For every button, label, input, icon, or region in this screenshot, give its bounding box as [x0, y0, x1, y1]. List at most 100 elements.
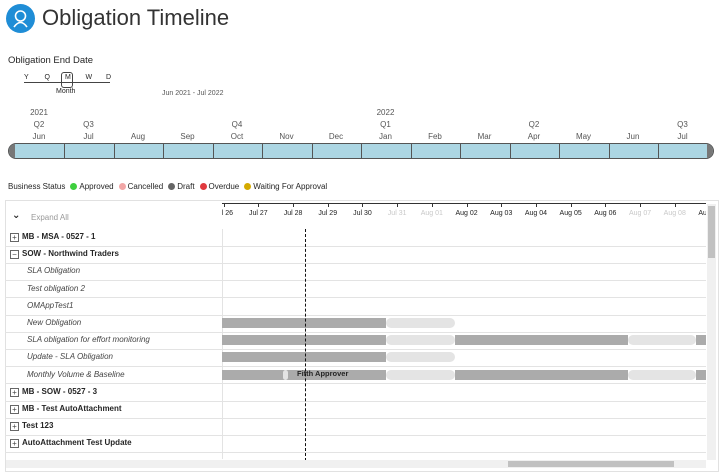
h-scrollbar[interactable] [6, 460, 706, 468]
expand-toggle[interactable]: + [10, 233, 19, 242]
group-label[interactable]: MB - MSA - 0527 - 1 [22, 232, 96, 241]
gantt-bar[interactable] [222, 335, 386, 346]
granularity-option[interactable]: W [85, 74, 93, 81]
gantt-bar-pending[interactable] [386, 369, 455, 380]
date-label: Jul 27 [249, 210, 268, 217]
date-label: Jul 30 [353, 210, 372, 217]
gantt-bar-pending[interactable] [628, 369, 696, 380]
gantt-bar-pending[interactable] [283, 369, 288, 380]
row-divider [5, 245, 706, 247]
v-thumb[interactable] [708, 206, 715, 258]
expand-toggle[interactable]: − [10, 250, 19, 260]
date-tick [501, 204, 503, 207]
row-divider [5, 262, 706, 264]
quarter-label: Q2 [528, 120, 540, 129]
group-label[interactable]: AutoAttachment Test Update [22, 438, 132, 448]
month-divider [608, 144, 610, 158]
row-divider [5, 314, 706, 316]
legend-dot [70, 183, 78, 190]
month-divider [311, 144, 313, 158]
h-thumb[interactable] [508, 461, 674, 467]
legend-text: Draft [177, 182, 195, 191]
row-divider [5, 400, 706, 402]
date-label: Jul 28 [283, 210, 303, 217]
group-label[interactable]: MB - Test AutoAttachment [22, 404, 122, 413]
month-label: Sep [180, 132, 195, 141]
item-label[interactable]: OMAppTest1 [27, 300, 74, 310]
gantt-bar[interactable] [222, 352, 386, 363]
group-label[interactable]: Test 123 [22, 421, 54, 431]
date-tick [466, 204, 468, 207]
group-label[interactable]: MB - SOW - 0527 - 3 [22, 386, 98, 396]
expand-chevron[interactable]: ⌄ [12, 210, 21, 221]
legend-dot [244, 183, 252, 190]
row-divider [5, 452, 706, 454]
date-label: Aug 02 [455, 210, 478, 217]
expand-all[interactable]: Expand All [31, 213, 69, 222]
gantt-bar[interactable] [222, 369, 386, 380]
item-label[interactable]: Test obligation 2 [27, 283, 85, 293]
app-icon [6, 4, 35, 33]
range-handle[interactable] [9, 144, 15, 158]
expand-toggle[interactable]: + [10, 387, 19, 397]
granularity-option[interactable]: M [65, 74, 71, 81]
legend-item[interactable]: Cancelled [118, 182, 164, 191]
v-scrollbar[interactable] [707, 204, 716, 460]
gantt-bar[interactable] [455, 335, 628, 346]
item-label[interactable]: SLA obligation for effort monitoring [27, 335, 150, 345]
rows: + MB - MSA - 0527 - 1− SOW - Northwind Tra… [5, 229, 706, 459]
date-tick [397, 204, 399, 207]
date-label: Aug 09 [698, 210, 706, 217]
legend: Business Status Approved Cancelled Draft Ov… [8, 182, 327, 191]
gantt-bar[interactable] [455, 369, 628, 380]
month-label: Feb [428, 132, 442, 141]
filter-label: Obligation End Date [8, 55, 94, 66]
legend-item[interactable]: Draft [168, 182, 195, 191]
date-label: Jul 31 [387, 210, 407, 217]
month-label: Apr [527, 132, 541, 141]
date-tick [327, 204, 329, 207]
expand-toggle[interactable]: + [10, 422, 19, 432]
quarter-label: Q1 [380, 120, 391, 129]
row-divider [5, 383, 706, 385]
gantt-bar[interactable] [696, 369, 706, 380]
legend-item[interactable]: Waiting For Approval [244, 182, 327, 191]
item-label[interactable]: Update - SLA Obligation [27, 352, 113, 362]
timeline-bar[interactable] [8, 143, 714, 159]
item-label[interactable]: SLA Obligation [27, 266, 81, 276]
gantt-bar[interactable] [696, 335, 706, 346]
year-label: 2021 [30, 108, 48, 117]
expand-toggle[interactable]: + [10, 439, 19, 449]
group-label[interactable]: SOW - Northwind Traders [22, 249, 119, 259]
item-label[interactable]: New Obligation [27, 318, 82, 327]
gantt-bar-pending[interactable] [386, 335, 455, 346]
row-divider [5, 331, 706, 333]
gantt-bar[interactable] [222, 318, 386, 328]
granularity-option[interactable]: Y [24, 74, 29, 81]
year-label: 2022 [376, 108, 395, 117]
month-label: Dec [328, 132, 344, 141]
legend-text: Cancelled [127, 182, 164, 191]
slider-thumb[interactable] [61, 72, 73, 88]
legend-text: Approved [79, 182, 114, 191]
legend-item[interactable]: Overdue [199, 182, 240, 191]
gantt-bar-pending[interactable] [386, 318, 455, 328]
granularity-option[interactable]: D [106, 74, 112, 81]
month-label: Nov [279, 132, 294, 141]
gantt-bar-pending[interactable] [386, 352, 455, 363]
legend-label: Business Status [8, 182, 66, 191]
date-tick [258, 204, 260, 207]
legend-text: Overdue [208, 182, 240, 191]
month-divider [361, 144, 362, 158]
date-label: Jul 29 [318, 210, 338, 217]
item-label[interactable]: Monthly Volume & Baseline [27, 369, 125, 379]
month-divider [262, 144, 263, 158]
gantt-bar-pending[interactable] [628, 335, 696, 346]
range-handle[interactable] [707, 144, 713, 158]
legend-item[interactable]: Approved [70, 182, 114, 191]
date-label: Aug 06 [594, 210, 617, 217]
granularity-option[interactable]: Q [44, 74, 50, 81]
expand-toggle[interactable]: + [10, 405, 19, 414]
month-label: Jul [83, 132, 94, 141]
date-tick [535, 204, 537, 207]
